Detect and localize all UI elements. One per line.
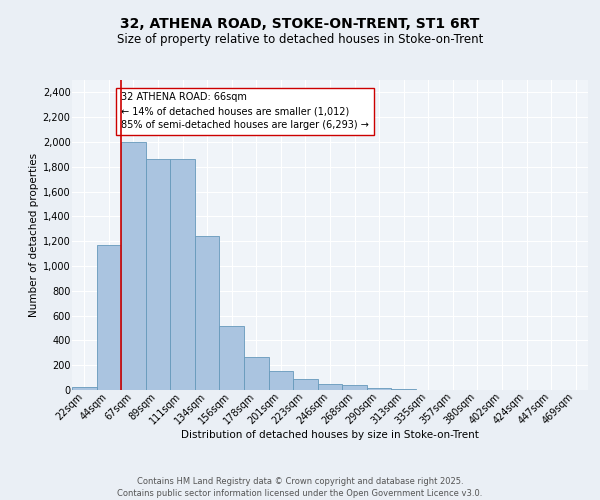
Bar <box>244 356 269 390</box>
X-axis label: Distribution of detached houses by size in Stoke-on-Trent: Distribution of detached houses by size … <box>181 430 479 440</box>
Bar <box>269 371 293 390</box>
Y-axis label: Number of detached properties: Number of detached properties <box>29 153 38 317</box>
Bar <box>97 245 121 390</box>
Bar <box>220 326 244 390</box>
Text: 32, ATHENA ROAD, STOKE-ON-TRENT, ST1 6RT: 32, ATHENA ROAD, STOKE-ON-TRENT, ST1 6RT <box>121 18 479 32</box>
Bar <box>72 387 97 390</box>
Bar <box>170 160 195 390</box>
Bar <box>391 389 416 390</box>
Bar <box>293 379 318 390</box>
Bar <box>318 384 342 390</box>
Text: 32 ATHENA ROAD: 66sqm
← 14% of detached houses are smaller (1,012)
85% of semi-d: 32 ATHENA ROAD: 66sqm ← 14% of detached … <box>121 92 369 130</box>
Bar <box>146 160 170 390</box>
Text: Contains HM Land Registry data © Crown copyright and database right 2025.
Contai: Contains HM Land Registry data © Crown c… <box>118 476 482 498</box>
Bar <box>121 142 146 390</box>
Bar <box>367 388 391 390</box>
Bar <box>195 236 220 390</box>
Bar <box>342 385 367 390</box>
Text: Size of property relative to detached houses in Stoke-on-Trent: Size of property relative to detached ho… <box>117 32 483 46</box>
